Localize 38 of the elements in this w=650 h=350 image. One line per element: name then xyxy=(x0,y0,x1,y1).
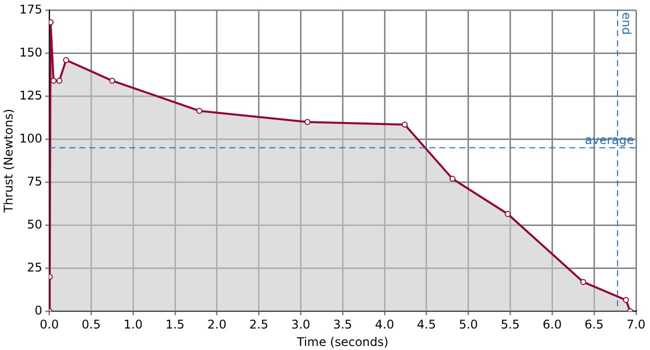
point xyxy=(449,176,456,182)
x-tick-label: 0.0 xyxy=(40,318,59,332)
x-tick-label: 2.5 xyxy=(249,318,268,332)
x-tick-label: 6.5 xyxy=(584,318,604,332)
point xyxy=(49,19,54,26)
x-tick-label: 5.5 xyxy=(500,318,520,332)
y-tick-label: 125 xyxy=(19,88,42,102)
ref-line-label: end xyxy=(619,12,634,35)
point xyxy=(622,297,629,304)
x-tick-label: 2.0 xyxy=(207,318,226,332)
x-tick-label: 1.0 xyxy=(124,318,143,332)
x-tick-label: 3.0 xyxy=(291,318,310,332)
x-tick-label: 7.0 xyxy=(626,318,646,332)
y-tick-label: 75 xyxy=(27,174,42,188)
ref-line-label: average xyxy=(584,132,634,147)
y-tick-label: 150 xyxy=(19,45,42,60)
x-tick-label: 3.5 xyxy=(333,318,352,332)
point xyxy=(63,57,70,64)
y-tick-label: 0 xyxy=(34,303,42,318)
point xyxy=(109,78,116,84)
x-tick-label: 0.5 xyxy=(82,318,101,332)
point xyxy=(402,122,408,128)
x-tick-label: 6.0 xyxy=(542,318,562,332)
point xyxy=(304,119,310,125)
y-tick-label: 175 xyxy=(19,2,42,16)
point xyxy=(56,78,62,84)
y-tick-label: 50 xyxy=(27,217,42,232)
x-axis-title: Time (seconds) xyxy=(296,334,388,349)
x-tick-label: 1.5 xyxy=(165,318,185,332)
x-tick-label: 4.0 xyxy=(375,318,394,332)
point xyxy=(196,108,202,114)
x-tick-label: 4.5 xyxy=(416,318,436,332)
y-axis-title: Thrust (Newtons) xyxy=(1,108,16,214)
point xyxy=(504,211,511,218)
point xyxy=(580,278,586,285)
y-tick-label: 100 xyxy=(19,131,42,146)
y-tick-label: 25 xyxy=(27,260,42,274)
x-tick-label: 5.0 xyxy=(458,318,478,332)
